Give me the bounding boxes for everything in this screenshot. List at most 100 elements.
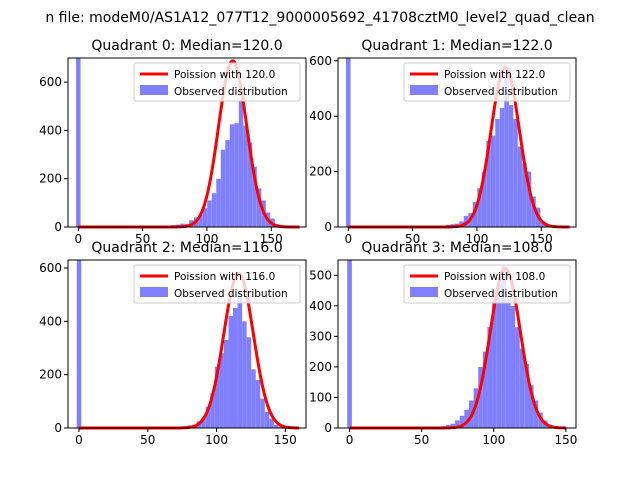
legend-label-fit: Poission with 116.0 [174, 271, 275, 283]
x-tick-label: 0 [74, 232, 82, 246]
legend-label-observed: Observed distribution [174, 288, 288, 300]
y-tick-label: 400 [309, 299, 332, 313]
histogram-bar [510, 305, 516, 428]
histogram-bar [528, 385, 534, 428]
y-tick-label: 100 [309, 390, 332, 404]
legend-label-observed: Observed distribution [444, 288, 558, 300]
histogram-bar [486, 141, 491, 227]
x-tick-label: 50 [405, 232, 420, 246]
histogram-bar [481, 171, 487, 227]
histogram-bar [517, 146, 523, 227]
histogram-bar [482, 351, 488, 428]
chart-title: Quadrant 1: Median=122.0 [361, 38, 552, 54]
histogram-bar [519, 348, 525, 428]
histogram-bar [487, 327, 493, 428]
histogram-bar [76, 58, 81, 227]
histogram-bar [247, 142, 253, 227]
histogram-bar [472, 202, 478, 227]
histogram-bar [531, 196, 536, 227]
histogram-bar [463, 215, 469, 227]
axes-frame [337, 259, 577, 429]
legend-box [133, 62, 301, 102]
y-tick-label: 300 [309, 329, 332, 343]
chart-title: Quadrant 2: Median=116.0 [91, 240, 282, 256]
x-tick-label: 150 [554, 433, 577, 447]
chart-title: Quadrant 3: Median=108.0 [361, 240, 552, 256]
histogram-bar [264, 412, 270, 428]
y-tick-label: 0 [324, 220, 332, 234]
x-tick-label: 0 [75, 433, 83, 447]
histogram-bar [243, 125, 248, 227]
legend-bar-swatch [140, 85, 168, 95]
histogram-bar [76, 260, 82, 428]
x-tick-label: 50 [414, 433, 429, 447]
histogram-bar [255, 380, 261, 428]
histogram-bar [251, 369, 256, 428]
x-tick-label: 100 [465, 232, 488, 246]
histogram-bar [464, 409, 469, 428]
x-tick-label: 100 [195, 232, 218, 246]
histogram-bar [202, 208, 208, 227]
y-tick-label: 0 [54, 421, 62, 435]
y-tick-label: 200 [309, 165, 332, 179]
histogram-bar [201, 417, 206, 428]
histogram-bar [540, 221, 545, 227]
legend-label-fit: Poission with 108.0 [444, 271, 545, 283]
histogram-bar [504, 71, 509, 227]
histogram-bar [492, 299, 497, 428]
histogram-bar [515, 327, 520, 428]
histogram-bar [225, 140, 230, 227]
histogram-bar [207, 200, 212, 227]
histogram-bar [269, 418, 274, 428]
quadrant-3-chart: 0 50 100 150 0 100 200 300 400 500 Quadrant 3: Med… [309, 240, 577, 447]
histogram-bar [238, 101, 244, 227]
legend: Poission with 116.0 Observed distribution [133, 264, 301, 304]
legend: Poission with 122.0 Observed distribution [403, 62, 571, 102]
legend-bar-swatch [140, 287, 168, 297]
histogram-bar [211, 193, 217, 227]
histogram-bar [513, 118, 518, 227]
histogram-bar [496, 284, 502, 428]
histogram-bar [495, 118, 500, 227]
histogram-bar [347, 260, 352, 428]
axes-frame [67, 259, 307, 429]
x-tick-label: 50 [135, 232, 150, 246]
quadrant-1-chart: 0 50 100 150 0 200 400 600 Quadrant 1: Median=12… [309, 38, 577, 246]
x-tick-label: 50 [140, 433, 155, 447]
legend-box [403, 264, 571, 304]
histogram-bar [459, 415, 465, 428]
histogram-bar [223, 340, 229, 428]
y-tick-label: 200 [309, 360, 332, 374]
y-tick-label: 400 [39, 314, 62, 328]
legend-bar-swatch [410, 85, 438, 95]
histogram-bar [228, 316, 234, 428]
histogram-bar [229, 124, 235, 227]
histogram-bar [499, 107, 505, 227]
histogram-bar [477, 188, 482, 227]
legend-box [403, 62, 571, 102]
x-tick-label: 100 [205, 433, 228, 447]
quadrant-0-chart: 0 50 100 150 0 200 400 600 Quadrant 0: Median=12… [39, 38, 307, 246]
chart-title: Quadrant 0: Median=120.0 [91, 38, 282, 54]
histogram-bar [450, 423, 456, 428]
y-tick-label: 200 [39, 172, 62, 186]
histogram-bar [524, 363, 529, 428]
histogram-bar [216, 178, 221, 227]
histogram-bar [219, 353, 224, 428]
histogram-bar [273, 424, 279, 428]
histogram-bar [252, 166, 257, 227]
histogram-bar [346, 58, 351, 227]
y-tick-label: 0 [54, 220, 62, 234]
legend: Poission with 120.0 Observed distribution [133, 62, 301, 102]
x-tick-label: 0 [346, 433, 354, 447]
histogram-bar [210, 393, 215, 428]
y-tick-label: 0 [324, 421, 332, 435]
histogram-bar [490, 135, 496, 227]
y-tick-label: 400 [309, 109, 332, 123]
legend: Poission with 108.0 Observed distribution [403, 264, 571, 304]
histogram-bar [278, 426, 283, 428]
histogram-bar [455, 420, 460, 428]
histogram-bar [233, 308, 238, 428]
legend-label-observed: Observed distribution [174, 86, 288, 98]
histogram-bar [260, 398, 265, 428]
